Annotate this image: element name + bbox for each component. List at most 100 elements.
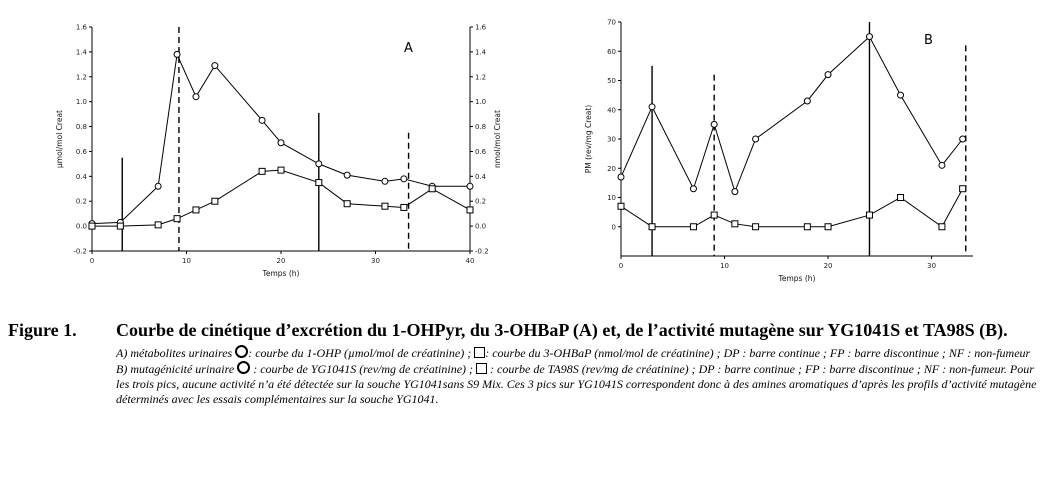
x-tick-label: 40 bbox=[466, 257, 475, 265]
square-data-point bbox=[689, 223, 697, 231]
y-tick-label: 0 bbox=[612, 223, 616, 231]
circle-series-line bbox=[620, 35, 964, 194]
square-data-point bbox=[211, 197, 219, 205]
circle-data-point bbox=[648, 103, 656, 111]
note-b-part2: : courbe de YG1041S (rev/mg de créatinin… bbox=[250, 362, 477, 376]
y-tick-label: 1.2 bbox=[76, 73, 87, 81]
square-data-point bbox=[88, 222, 96, 230]
square-data-point bbox=[710, 211, 718, 219]
square-data-point bbox=[154, 221, 162, 229]
y-right-tick-label: 1.6 bbox=[475, 24, 487, 32]
y-tick-label: 1.0 bbox=[76, 98, 87, 106]
y-tick-label: 50 bbox=[607, 77, 616, 85]
circle-data-point bbox=[154, 182, 162, 190]
y-tick-label: 10 bbox=[607, 194, 616, 202]
caption-notes: A) métabolites urinaires : courbe du 1-O… bbox=[116, 345, 1048, 407]
square-data-point bbox=[315, 179, 323, 187]
square-data-point bbox=[731, 220, 739, 228]
circle-data-point bbox=[466, 182, 474, 190]
y-tick-label: 0.6 bbox=[76, 148, 88, 156]
circle-data-point bbox=[258, 116, 266, 124]
note-b-part3: : courbe de TA98S (rev/mg de créatinine)… bbox=[116, 362, 1037, 406]
y-axis-label: PM (rev/mg Creat) bbox=[584, 105, 593, 174]
square-data-point bbox=[116, 222, 124, 230]
note-a-part2: : courbe du 1-OHP (µmol/mol de créatinin… bbox=[248, 346, 475, 360]
square-data-point bbox=[824, 223, 832, 231]
y-tick-label: 0.4 bbox=[76, 173, 88, 181]
note-a-part1: A) métabolites urinaires bbox=[116, 346, 236, 360]
circle-data-point bbox=[689, 185, 697, 193]
square-data-point bbox=[400, 203, 408, 211]
y-right-tick-label: -0.2 bbox=[475, 248, 489, 256]
y-right-tick-label: 0.8 bbox=[475, 123, 486, 131]
caption-note-a: A) métabolites urinaires : courbe du 1-O… bbox=[116, 345, 1048, 361]
square-data-point bbox=[277, 166, 285, 174]
circle-data-point bbox=[731, 188, 739, 196]
y-tick-label: -0.2 bbox=[73, 248, 87, 256]
circle-data-point bbox=[938, 161, 946, 169]
square-data-point bbox=[752, 223, 760, 231]
square-data-point bbox=[865, 211, 873, 219]
x-tick-label: 0 bbox=[619, 262, 623, 270]
y-tick-label: 20 bbox=[607, 165, 616, 173]
x-axis-label: Temps (h) bbox=[778, 274, 816, 283]
panel-label: B bbox=[924, 33, 933, 48]
y-tick-label: 1.4 bbox=[76, 48, 88, 56]
square-data-point bbox=[173, 215, 181, 223]
x-tick-label: 20 bbox=[277, 257, 286, 265]
square-data-point bbox=[897, 194, 905, 201]
y-tick-label: 1.6 bbox=[76, 24, 88, 32]
y-right-tick-label: 1.0 bbox=[475, 98, 486, 106]
y-right-tick-label: 0.2 bbox=[475, 198, 486, 206]
y-right-tick-label: 1.2 bbox=[475, 73, 486, 81]
circle-data-point bbox=[277, 139, 285, 147]
note-a-part3: : courbe du 3-OHBaP (nmol/mol de créatin… bbox=[485, 346, 1031, 360]
square-data-point bbox=[258, 167, 266, 175]
circle-marker-icon bbox=[235, 345, 249, 358]
circle-data-point bbox=[824, 71, 832, 79]
square-data-point bbox=[428, 185, 436, 193]
y-right-tick-label: 0.6 bbox=[475, 148, 487, 156]
circle-data-point bbox=[959, 135, 967, 143]
circle-data-point bbox=[752, 135, 760, 143]
square-data-point bbox=[803, 223, 811, 231]
circle-data-point bbox=[897, 91, 905, 99]
y-axis-label: µmol/mol Creat bbox=[55, 110, 64, 168]
square-series-line bbox=[92, 169, 471, 227]
circle-data-point bbox=[192, 93, 200, 101]
figure-number: Figure 1. bbox=[8, 320, 77, 340]
panel-label: A bbox=[404, 41, 413, 56]
circle-data-point bbox=[381, 177, 389, 185]
x-tick-label: 30 bbox=[927, 262, 936, 270]
y-tick-label: 40 bbox=[607, 106, 616, 114]
square-series-line bbox=[620, 188, 964, 228]
x-tick-label: 10 bbox=[182, 257, 191, 265]
y-right-tick-label: 1.4 bbox=[475, 48, 487, 56]
note-b-part1: B) mutagénicité urinaire bbox=[116, 362, 238, 376]
y-tick-label: 60 bbox=[607, 48, 616, 56]
circle-data-point bbox=[617, 173, 625, 181]
y-right-tick-label: 0.4 bbox=[475, 173, 487, 181]
square-data-point bbox=[192, 206, 200, 214]
square-marker-icon bbox=[476, 363, 488, 374]
circle-data-point bbox=[400, 175, 408, 183]
circle-data-point bbox=[343, 171, 351, 179]
caption-note-b: B) mutagénicité urinaire : courbe de YG1… bbox=[116, 361, 1048, 407]
square-data-point bbox=[381, 202, 389, 210]
circle-data-point bbox=[173, 50, 181, 58]
x-tick-label: 0 bbox=[90, 257, 94, 265]
x-axis-label: Temps (h) bbox=[262, 269, 300, 278]
circle-series-line bbox=[91, 52, 470, 225]
y-tick-label: 0.2 bbox=[76, 198, 87, 206]
y-tick-label: 0.8 bbox=[76, 123, 87, 131]
square-data-point bbox=[648, 223, 656, 231]
circle-data-point bbox=[865, 33, 873, 41]
y-axis-right-label: nmol/mol Creat bbox=[493, 110, 502, 168]
chart-b: 0 10 20 30 0 10 20 30 40 50 60 70 Temps (h) PM (rev/m… bbox=[584, 19, 973, 283]
circle-data-point bbox=[211, 62, 219, 70]
square-data-point bbox=[959, 185, 967, 193]
circle-marker-icon bbox=[237, 361, 251, 374]
chart-a: 0 10 20 30 40-0.2 -0.20.0 0.00.2 0.20.4 0.40.6 0.… bbox=[55, 24, 502, 279]
square-data-point bbox=[617, 202, 625, 210]
circle-data-point bbox=[315, 160, 323, 168]
